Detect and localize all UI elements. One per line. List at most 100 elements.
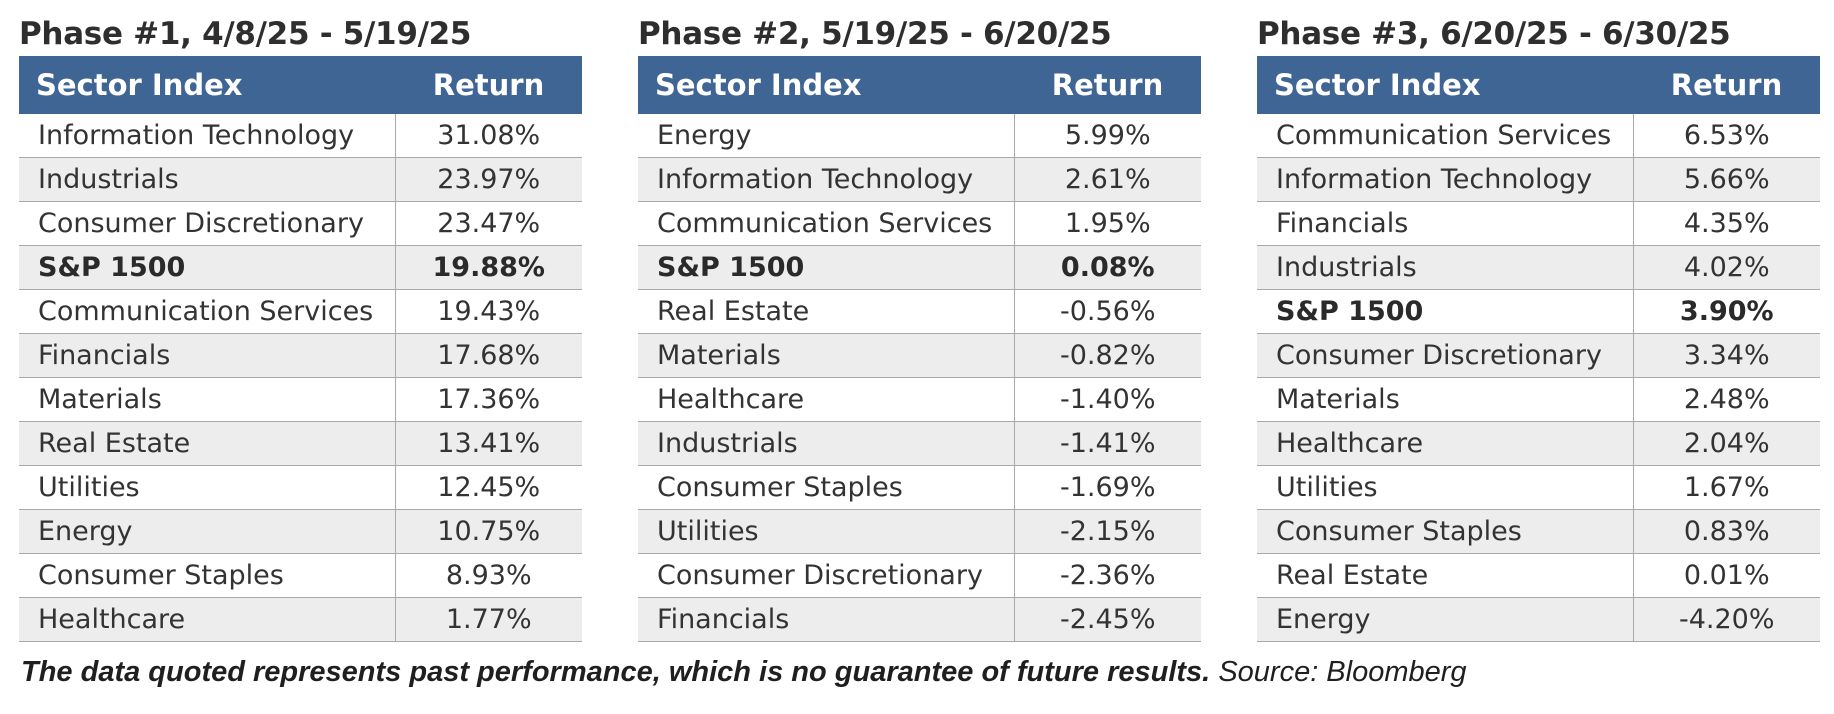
table-row: Communication Services 1.95%	[638, 201, 1201, 246]
footnote: The data quoted represents past performa…	[21, 656, 1467, 689]
table-row: Information Technology 2.61%	[638, 157, 1201, 202]
table-row: Healthcare -1.40%	[638, 377, 1201, 422]
sector-name-cell: Energy	[19, 509, 396, 554]
return-value-cell: -0.82%	[1014, 333, 1201, 378]
table-row: Materials -0.82%	[638, 333, 1201, 378]
phase-3-panel: Phase #3, 6/20/25 - 6/30/25 Sector Index…	[1257, 12, 1820, 642]
sector-name-cell: Real Estate	[19, 421, 396, 466]
sector-index-header: Sector Index	[1257, 56, 1633, 114]
table-row: Energy 10.75%	[19, 509, 582, 554]
sector-name-cell: Financials	[638, 597, 1015, 642]
return-value-cell: 17.68%	[395, 333, 582, 378]
return-value-cell: 13.41%	[395, 421, 582, 466]
return-value-cell: 2.61%	[1014, 157, 1201, 202]
return-value-cell: 17.36%	[395, 377, 582, 422]
return-value-cell: -1.69%	[1014, 465, 1201, 510]
return-value-cell: 5.66%	[1633, 157, 1820, 202]
table-body: Energy 5.99% Information Technology 2.61% Co…	[638, 114, 1201, 642]
sector-name-cell: Utilities	[19, 465, 396, 510]
table-row: Consumer Discretionary 3.34%	[1257, 333, 1820, 378]
table-row: Consumer Discretionary -2.36%	[638, 553, 1201, 598]
table-row: Healthcare 2.04%	[1257, 421, 1820, 466]
phase-1-table: Sector Index Return Information Technolo…	[19, 56, 582, 642]
table-row: Consumer Staples 8.93%	[19, 553, 582, 598]
table-row: Consumer Staples 0.83%	[1257, 509, 1820, 554]
sector-name-cell: Consumer Discretionary	[638, 553, 1015, 598]
table-body: Communication Services 6.53% Information T…	[1257, 114, 1820, 642]
sector-name-cell: Consumer Discretionary	[19, 201, 396, 246]
return-value-cell: -0.56%	[1014, 289, 1201, 334]
sector-name-cell: Consumer Staples	[638, 465, 1015, 510]
sector-name-cell: Communication Services	[19, 289, 396, 334]
sector-name-cell: Information Technology	[638, 157, 1015, 202]
table-row: Consumer Staples -1.69%	[638, 465, 1201, 510]
sector-name-cell: Communication Services	[1257, 114, 1634, 158]
return-header: Return	[395, 56, 582, 114]
return-value-cell: 19.43%	[395, 289, 582, 334]
sector-name-cell: Real Estate	[638, 289, 1015, 334]
sector-name-cell: Utilities	[638, 509, 1015, 554]
phase-1-panel: Phase #1, 4/8/25 - 5/19/25 Sector Index …	[19, 12, 582, 642]
return-value-cell: 3.34%	[1633, 333, 1820, 378]
sector-name-cell: Healthcare	[638, 377, 1015, 422]
sector-name-cell: Materials	[19, 377, 396, 422]
phase-3-table: Sector Index Return Communication Servic…	[1257, 56, 1820, 642]
table-row: S&P 1500 19.88%	[19, 245, 582, 290]
sector-name-cell: S&P 1500	[19, 245, 396, 290]
phase-2-panel: Phase #2, 5/19/25 - 6/20/25 Sector Index…	[638, 12, 1201, 642]
return-value-cell: 12.45%	[395, 465, 582, 510]
table-row: Materials 17.36%	[19, 377, 582, 422]
return-value-cell: 10.75%	[395, 509, 582, 554]
sector-name-cell: Communication Services	[638, 201, 1015, 246]
return-value-cell: 1.67%	[1633, 465, 1820, 510]
return-value-cell: 19.88%	[395, 245, 582, 290]
sector-name-cell: Materials	[638, 333, 1015, 378]
sector-name-cell: Consumer Discretionary	[1257, 333, 1634, 378]
return-value-cell: 2.48%	[1633, 377, 1820, 422]
table-row: Materials 2.48%	[1257, 377, 1820, 422]
return-value-cell: 5.99%	[1014, 114, 1201, 158]
table-row: Communication Services 6.53%	[1257, 114, 1820, 158]
sector-name-cell: Real Estate	[1257, 553, 1634, 598]
sector-name-cell: Utilities	[1257, 465, 1634, 510]
phase-1-title: Phase #1, 4/8/25 - 5/19/25	[19, 16, 472, 52]
sector-name-cell: Materials	[1257, 377, 1634, 422]
return-value-cell: 0.08%	[1014, 245, 1201, 290]
return-value-cell: 31.08%	[395, 114, 582, 158]
return-value-cell: -4.20%	[1633, 597, 1820, 642]
table-row: Financials 17.68%	[19, 333, 582, 378]
return-value-cell: -1.40%	[1014, 377, 1201, 422]
sector-name-cell: Energy	[1257, 597, 1634, 642]
table-row: Energy -4.20%	[1257, 597, 1820, 642]
table-row: Energy 5.99%	[638, 114, 1201, 158]
return-value-cell: 23.47%	[395, 201, 582, 246]
sector-name-cell: Industrials	[1257, 245, 1634, 290]
sector-index-header: Sector Index	[19, 56, 395, 114]
table-row: Utilities -2.15%	[638, 509, 1201, 554]
sector-index-header: Sector Index	[638, 56, 1014, 114]
sector-name-cell: Information Technology	[19, 114, 396, 158]
table-row: Real Estate 0.01%	[1257, 553, 1820, 598]
return-header: Return	[1014, 56, 1201, 114]
phase-3-title: Phase #3, 6/20/25 - 6/30/25	[1257, 16, 1731, 52]
sector-name-cell: Industrials	[638, 421, 1015, 466]
table-row: Real Estate 13.41%	[19, 421, 582, 466]
table-header: Sector Index Return	[1257, 56, 1820, 114]
table-row: Financials 4.35%	[1257, 201, 1820, 246]
sector-name-cell: Industrials	[19, 157, 396, 202]
phase-2-table: Sector Index Return Energy 5.99% Informati…	[638, 56, 1201, 642]
table-row: Industrials 23.97%	[19, 157, 582, 202]
phase-2-title: Phase #2, 5/19/25 - 6/20/25	[638, 16, 1112, 52]
sector-name-cell: Healthcare	[19, 597, 396, 642]
table-row: Information Technology 31.08%	[19, 114, 582, 158]
return-value-cell: 2.04%	[1633, 421, 1820, 466]
return-value-cell: 23.97%	[395, 157, 582, 202]
return-value-cell: -2.45%	[1014, 597, 1201, 642]
table-row: S&P 1500 0.08%	[638, 245, 1201, 290]
sector-name-cell: Consumer Staples	[19, 553, 396, 598]
return-value-cell: 4.02%	[1633, 245, 1820, 290]
sector-name-cell: Financials	[1257, 201, 1634, 246]
performance-disclaimer: The data quoted represents past performa…	[21, 656, 1211, 688]
sector-name-cell: Information Technology	[1257, 157, 1634, 202]
